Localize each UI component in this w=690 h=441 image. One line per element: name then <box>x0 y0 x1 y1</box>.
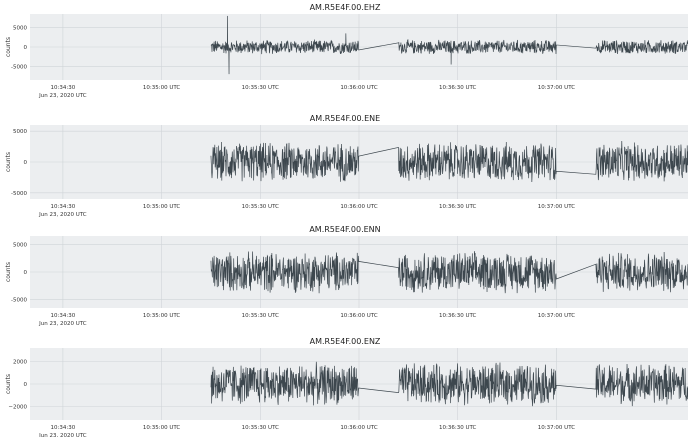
x-tick-label: 10:35:30 UTC <box>242 425 280 431</box>
x-tick-label: 10:35:30 UTC <box>242 313 280 319</box>
x-tick-label: 10:34:30 <box>51 85 76 91</box>
x-tick-label: 10:35:30 UTC <box>242 204 280 210</box>
x-tick-label: 10:34:30 <box>51 425 76 431</box>
chart-title: AM.R5E4F.00.ENZ <box>310 337 381 346</box>
channel-panel-2: AM.R5E4F.00.ENE 5000 0 -5000 counts 10:34:30 1… <box>5 114 688 218</box>
y-axis-label: counts <box>5 37 12 57</box>
y-tick-label: 0 <box>24 270 28 276</box>
x-date-label: Jun 23, 2020 UTC <box>38 93 87 99</box>
y-tick-label: -5000 <box>11 191 27 197</box>
x-tick-label: 10:36:30 UTC <box>439 313 477 319</box>
y-axis-label: counts <box>5 152 12 172</box>
trace-group <box>210 251 688 294</box>
y-tick-label: 0 <box>24 45 28 51</box>
chart-title: AM.R5E4F.00.ENE <box>310 114 380 123</box>
trace-group <box>210 15 688 75</box>
channel-panel-4: AM.R5E4F.00.ENZ 2000 0 −2000 counts 10:34:30 1… <box>5 337 688 439</box>
y-tick-label: −2000 <box>8 405 27 411</box>
x-date-label: Jun 23, 2020 UTC <box>38 433 87 437</box>
y-tick-label: 5000 <box>13 26 27 32</box>
x-tick-label: 10:37:00 UTC <box>538 204 576 210</box>
waveform-trace <box>210 141 688 183</box>
x-date-label: Jun 23, 2020 UTC <box>38 212 87 218</box>
x-tick-label: 10:34:30 <box>51 313 76 319</box>
waveform-trace <box>210 15 688 75</box>
chart-title: AM.R5E4F.00.EHZ <box>310 3 381 12</box>
y-tick-label: -5000 <box>11 298 27 304</box>
x-tick-label: 10:36:00 UTC <box>340 313 378 319</box>
x-tick-label: 10:35:00 UTC <box>143 85 181 91</box>
x-tick-label: 10:37:00 UTC <box>538 313 576 319</box>
x-tick-label: 10:35:00 UTC <box>143 425 181 431</box>
x-tick-label: 10:36:00 UTC <box>340 85 378 91</box>
y-tick-label: 0 <box>24 160 28 166</box>
chart-title: AM.R5E4F.00.ENN <box>309 225 380 234</box>
x-tick-label: 10:35:30 UTC <box>242 85 280 91</box>
y-tick-label: 0 <box>24 382 28 388</box>
waveform-trace <box>210 361 688 407</box>
x-tick-label: 10:36:00 UTC <box>340 204 378 210</box>
y-axis-label: counts <box>5 262 12 282</box>
y-tick-label: -5000 <box>11 64 27 70</box>
channel-panel-1: AM.R5E4F.00.EHZ 5000 0 -5000 counts 10:34:30 1… <box>5 3 688 99</box>
x-tick-label: 10:36:30 UTC <box>439 85 477 91</box>
trace-group <box>210 141 688 183</box>
x-date-label: Jun 23, 2020 UTC <box>38 321 87 327</box>
trace-group <box>210 361 688 407</box>
waveform-trace <box>210 251 688 294</box>
y-tick-label: 5000 <box>13 129 27 135</box>
y-axis-label: counts <box>5 374 12 394</box>
x-tick-label: 10:36:30 UTC <box>439 425 477 431</box>
x-tick-label: 10:36:30 UTC <box>439 204 477 210</box>
y-tick-label: 5000 <box>13 242 27 248</box>
y-tick-label: 2000 <box>13 360 27 366</box>
x-tick-label: 10:34:30 <box>51 204 76 210</box>
x-tick-label: 10:37:00 UTC <box>538 425 576 431</box>
x-tick-label: 10:35:00 UTC <box>143 204 181 210</box>
x-tick-label: 10:35:00 UTC <box>143 313 181 319</box>
x-tick-label: 10:36:00 UTC <box>340 425 378 431</box>
channel-panel-3: AM.R5E4F.00.ENN 5000 0 -5000 counts 10:34:30 1… <box>5 225 688 327</box>
x-tick-label: 10:37:00 UTC <box>538 85 576 91</box>
